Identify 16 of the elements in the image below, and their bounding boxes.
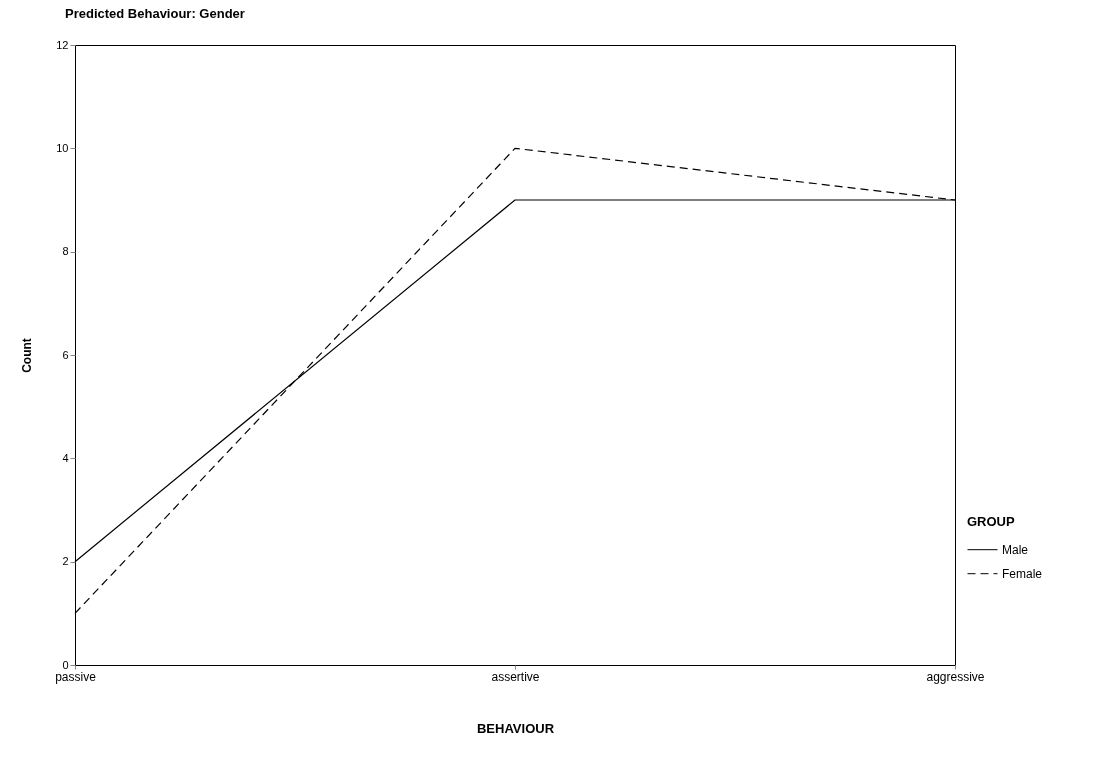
legend-label: Female [1002,566,1043,581]
x-axis-title: BEHAVIOUR [476,720,555,736]
y-tick-label: 10 [56,141,69,154]
x-tick-label: assertive [491,669,540,684]
legend-label: Male [1002,542,1029,557]
legend-title: GROUP [967,514,1015,530]
x-tick-label: aggressive [926,669,985,684]
y-tick-label: 4 [62,451,69,464]
y-tick-label: 6 [62,348,69,361]
y-tick-label: 12 [56,38,69,51]
y-axis-title: Count [20,338,35,373]
y-tick-label: 8 [62,245,69,258]
y-tick-label: 2 [62,555,69,568]
y-tick-label: 0 [62,658,69,671]
chart-title: Predicted Behaviour: Gender [65,6,245,21]
x-tick-label: passive [55,669,97,684]
